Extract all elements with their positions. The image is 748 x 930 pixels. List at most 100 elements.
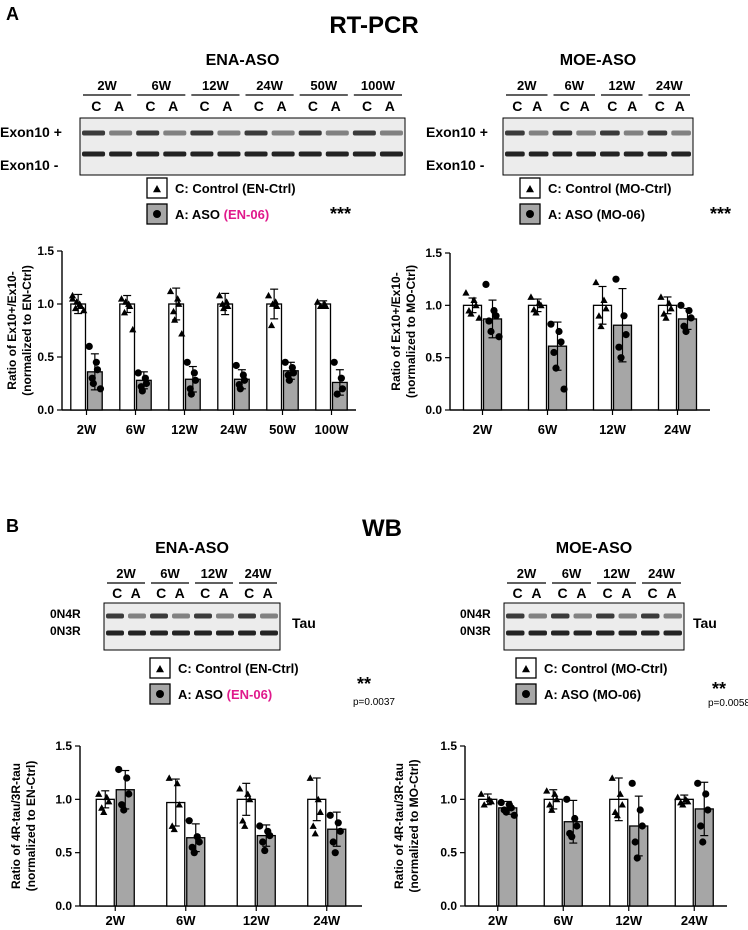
control-point bbox=[174, 295, 182, 302]
aso-point bbox=[236, 385, 244, 393]
blot-band bbox=[150, 613, 168, 619]
y-tick-label: 1.0 bbox=[425, 298, 442, 312]
blot-band bbox=[352, 130, 376, 136]
blot-title: MOE-ASO bbox=[560, 52, 636, 69]
control-point bbox=[657, 293, 665, 300]
blot-band bbox=[271, 151, 295, 157]
aso-point bbox=[697, 822, 705, 830]
control-point bbox=[487, 797, 495, 805]
legend-control-marker bbox=[526, 185, 534, 193]
y-tick-label: 0.0 bbox=[55, 899, 72, 913]
legend-control-marker bbox=[153, 185, 161, 193]
significance-marker: *** bbox=[710, 204, 731, 224]
blot-band bbox=[82, 130, 106, 136]
control-point bbox=[129, 325, 137, 333]
blot-lane-label: A bbox=[621, 585, 631, 601]
blot-band bbox=[216, 613, 234, 619]
blot-band bbox=[596, 613, 615, 619]
control-point bbox=[322, 302, 330, 309]
control-point bbox=[267, 321, 276, 329]
aso-point bbox=[142, 379, 151, 388]
aso-point bbox=[550, 348, 558, 357]
control-point bbox=[165, 774, 173, 781]
control-point bbox=[667, 304, 675, 312]
aso-point bbox=[120, 806, 128, 814]
control-point bbox=[171, 316, 179, 323]
control-point bbox=[548, 806, 556, 813]
control-bar bbox=[462, 304, 483, 411]
control-point bbox=[309, 822, 317, 829]
blot-lane-label: A bbox=[114, 98, 124, 114]
aso-point bbox=[338, 385, 347, 393]
x-tick-label: 24W bbox=[220, 422, 247, 437]
y-tick-label: 0.0 bbox=[425, 403, 442, 417]
control-point bbox=[467, 310, 475, 317]
blot-lane-label: A bbox=[385, 98, 395, 114]
control-bar bbox=[478, 798, 498, 907]
blot-week-label: 100W bbox=[361, 78, 396, 93]
blot-lane-label: C bbox=[254, 98, 264, 114]
blot-band bbox=[576, 130, 596, 136]
legend-aso-label: A: ASO (EN-06) bbox=[178, 687, 272, 702]
blot-band bbox=[647, 151, 668, 157]
blot-band-label: 0N3R bbox=[460, 624, 491, 638]
control-point bbox=[314, 795, 322, 803]
blot-lane-label: C bbox=[560, 98, 570, 114]
blot-band-label: 0N4R bbox=[460, 607, 491, 621]
blot-band bbox=[596, 630, 615, 636]
p-value-label: p=0.0037 bbox=[353, 697, 395, 708]
control-point bbox=[595, 312, 603, 319]
control-point bbox=[313, 298, 322, 305]
chart-wb-moe: 0.0 0.5 1.0 1.5 Ratio of 4R-tau/3R-tau (norma… bbox=[392, 657, 748, 928]
blot-band bbox=[82, 151, 106, 157]
blot-band bbox=[190, 151, 214, 157]
aso-point bbox=[92, 358, 100, 366]
control-bar bbox=[70, 303, 87, 411]
blot-lane-label: C bbox=[362, 98, 372, 114]
blot-lane-label: C bbox=[512, 585, 522, 601]
control-point bbox=[608, 774, 616, 781]
blot-week-label: 24W bbox=[245, 566, 272, 581]
control-point bbox=[166, 287, 175, 295]
blot-band bbox=[505, 130, 525, 136]
blot-band bbox=[172, 630, 190, 636]
blot-week-label: 6W bbox=[562, 566, 582, 581]
aso-point bbox=[261, 846, 269, 855]
blot-band bbox=[244, 130, 268, 136]
blot-band bbox=[551, 630, 570, 636]
blot-lane-label: C bbox=[512, 98, 522, 114]
aso-point bbox=[685, 306, 693, 315]
wb-title: WB bbox=[362, 515, 402, 542]
blot-band-label: Exon10 + bbox=[426, 124, 488, 140]
aso-point bbox=[631, 838, 639, 846]
y-tick-label: 1.5 bbox=[440, 739, 457, 753]
blot-band-label: Exon10 + bbox=[0, 124, 62, 140]
blot-band bbox=[106, 613, 124, 619]
legend-aso-label: A: ASO (MO-06) bbox=[544, 687, 641, 702]
control-point bbox=[316, 302, 325, 309]
x-tick-label: 6W bbox=[176, 913, 196, 928]
control-point bbox=[475, 314, 483, 321]
blot-side-label: Tau bbox=[292, 615, 316, 631]
y-axis-label-line2: (normalized to EN-Ctrl) bbox=[24, 761, 38, 892]
legend-control-label: C: Control (MO-Ctrl) bbox=[548, 181, 671, 196]
blot-band bbox=[352, 151, 376, 157]
blot-lane-label: A bbox=[531, 585, 541, 601]
blot-band bbox=[260, 613, 278, 619]
aso-point bbox=[487, 327, 495, 336]
blot-band bbox=[109, 130, 133, 136]
y-axis-label-line1: Ratio of 4R-tau/3R-tau bbox=[392, 763, 406, 889]
blot-band bbox=[573, 613, 592, 619]
blot-lane-label: A bbox=[576, 585, 586, 601]
control-point bbox=[306, 774, 314, 781]
control-point bbox=[551, 790, 559, 797]
blot-band bbox=[618, 630, 637, 636]
aso-point bbox=[334, 819, 342, 827]
legend-aso-marker bbox=[522, 690, 530, 698]
blot-band bbox=[528, 630, 547, 636]
control-point bbox=[679, 801, 687, 808]
blot-lane-label: A bbox=[263, 585, 273, 601]
control-point bbox=[477, 790, 485, 797]
blot-week-label: 24W bbox=[648, 566, 675, 581]
